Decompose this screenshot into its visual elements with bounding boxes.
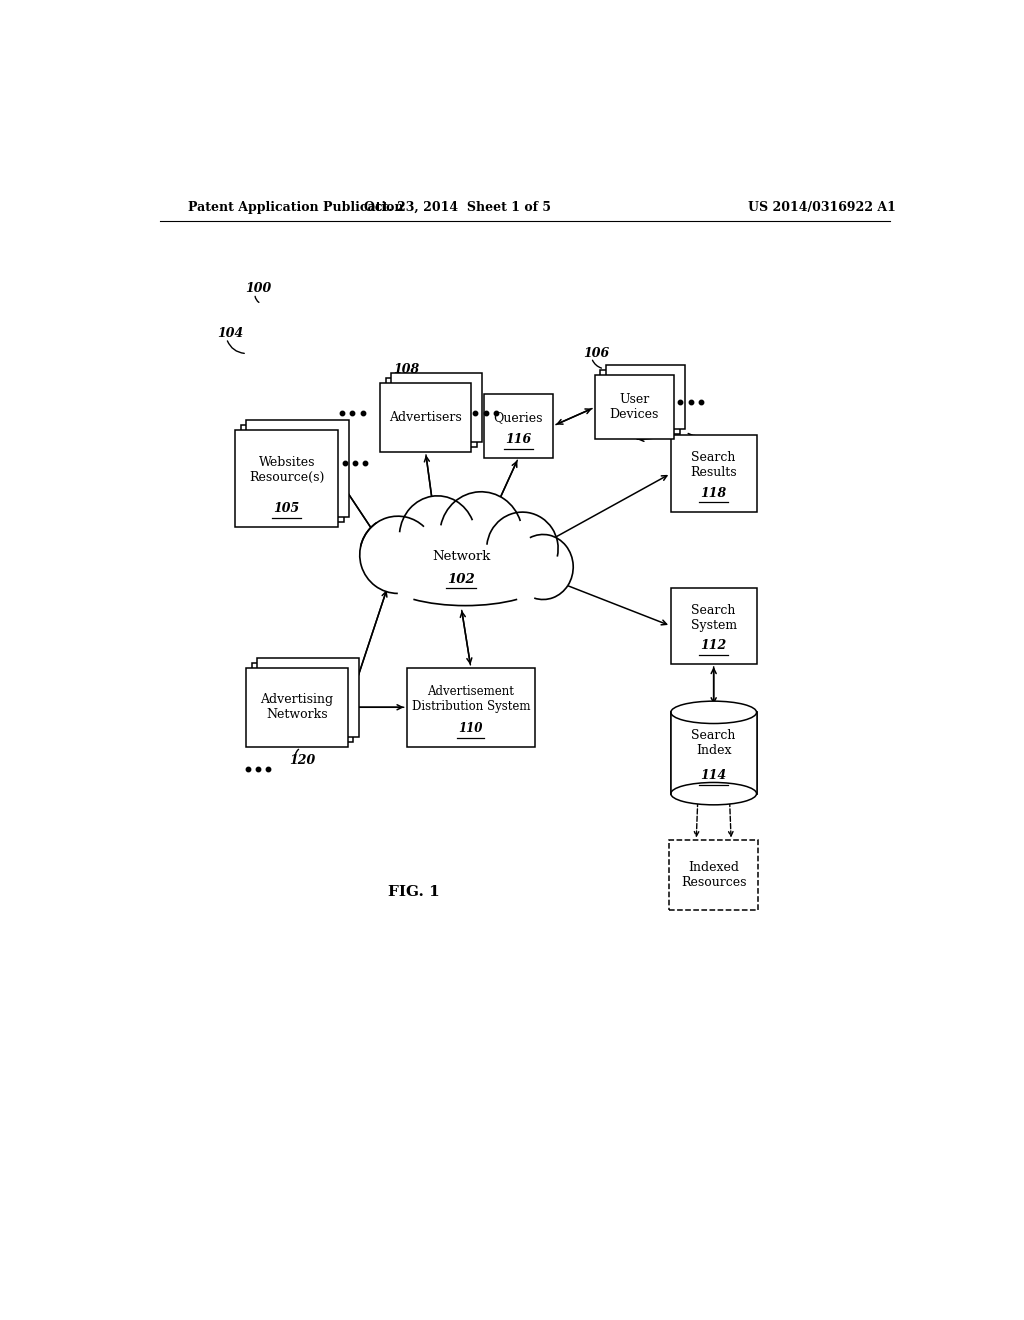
Text: Websites
Resource(s): Websites Resource(s) bbox=[249, 457, 325, 484]
Bar bbox=[252, 663, 353, 742]
Text: 116: 116 bbox=[505, 433, 531, 446]
Ellipse shape bbox=[513, 535, 573, 599]
Bar bbox=[246, 668, 348, 747]
Text: FIG. 1: FIG. 1 bbox=[388, 886, 439, 899]
Bar bbox=[671, 587, 757, 664]
Text: Network: Network bbox=[432, 550, 490, 564]
Text: US 2014/0316922 A1: US 2014/0316922 A1 bbox=[749, 201, 896, 214]
Text: Indexed
Resources: Indexed Resources bbox=[681, 861, 746, 888]
Ellipse shape bbox=[440, 492, 522, 577]
Text: 118: 118 bbox=[700, 487, 727, 500]
Text: User
Devices: User Devices bbox=[609, 393, 659, 421]
Text: Advertising
Networks: Advertising Networks bbox=[260, 693, 334, 721]
Bar bbox=[241, 425, 344, 521]
Text: Search
Index: Search Index bbox=[691, 729, 736, 756]
Text: 100: 100 bbox=[246, 282, 271, 294]
Text: Queries: Queries bbox=[494, 411, 543, 424]
Text: Search
System: Search System bbox=[690, 603, 736, 632]
Ellipse shape bbox=[359, 516, 436, 594]
Text: 106: 106 bbox=[584, 347, 609, 360]
Text: 108: 108 bbox=[393, 363, 419, 376]
Text: Search
Results: Search Results bbox=[690, 451, 737, 479]
Bar bbox=[236, 430, 338, 527]
Text: 120: 120 bbox=[289, 754, 315, 767]
Bar bbox=[257, 657, 359, 737]
Ellipse shape bbox=[399, 496, 475, 577]
Ellipse shape bbox=[378, 543, 553, 609]
Bar bbox=[380, 383, 471, 453]
Bar bbox=[407, 668, 536, 747]
Ellipse shape bbox=[671, 701, 757, 723]
Text: 105: 105 bbox=[273, 502, 300, 515]
Bar bbox=[483, 393, 553, 458]
Bar bbox=[671, 713, 757, 793]
Text: Advertisers: Advertisers bbox=[389, 411, 462, 424]
Ellipse shape bbox=[671, 783, 757, 805]
Ellipse shape bbox=[671, 701, 757, 723]
Bar bbox=[385, 378, 477, 447]
Ellipse shape bbox=[486, 512, 558, 585]
Bar bbox=[595, 375, 674, 440]
Text: Advertisement
Distribution System: Advertisement Distribution System bbox=[412, 685, 530, 713]
Bar bbox=[670, 841, 758, 909]
Text: 112: 112 bbox=[700, 639, 727, 652]
Bar bbox=[391, 374, 482, 442]
Text: 102: 102 bbox=[447, 573, 475, 586]
Bar bbox=[606, 366, 685, 429]
Text: 110: 110 bbox=[459, 722, 483, 735]
Text: 104: 104 bbox=[217, 327, 243, 339]
Bar bbox=[600, 371, 680, 434]
Text: Patent Application Publication: Patent Application Publication bbox=[187, 201, 403, 214]
Text: 114: 114 bbox=[700, 768, 727, 781]
Bar bbox=[671, 436, 757, 512]
Text: Oct. 23, 2014  Sheet 1 of 5: Oct. 23, 2014 Sheet 1 of 5 bbox=[364, 201, 551, 214]
Bar bbox=[246, 420, 349, 517]
